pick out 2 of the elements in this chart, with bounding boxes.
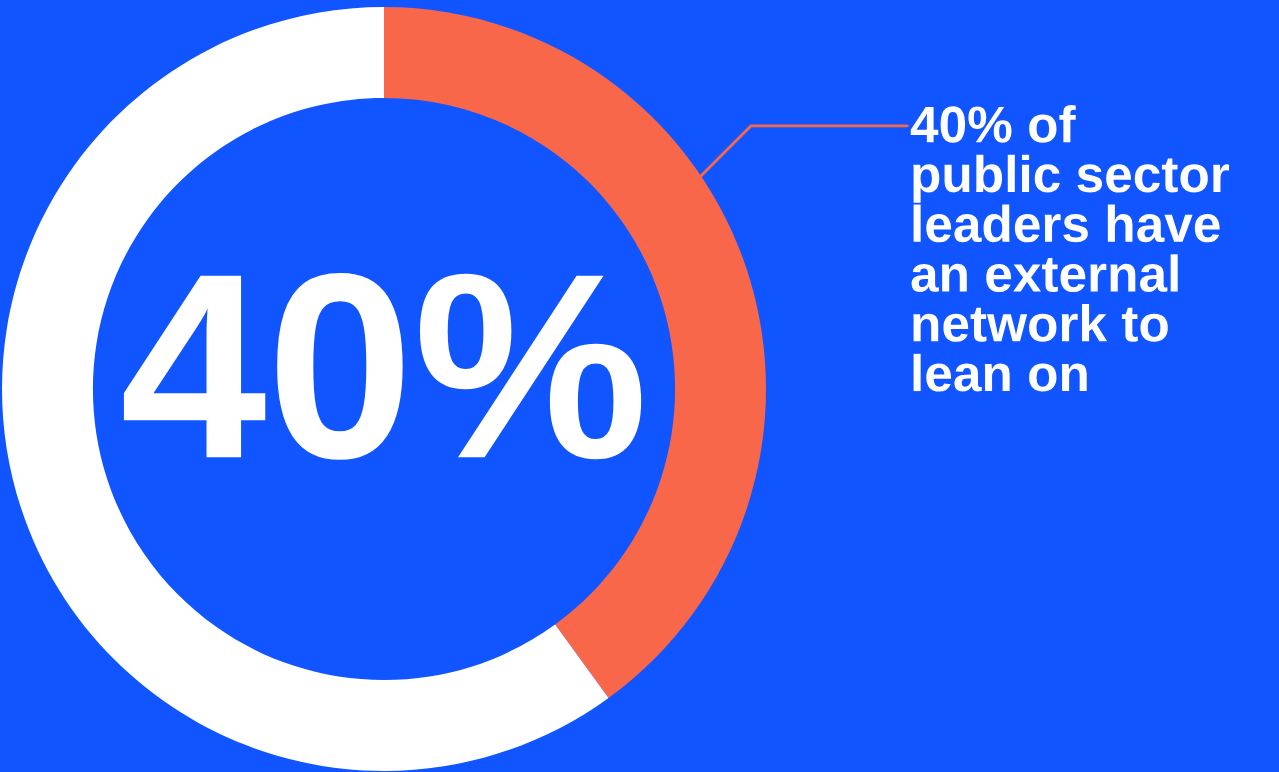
text: 40%	[123, 272, 642, 460]
text: 40% of public sector leaders have an external network to lean on	[910, 105, 1230, 392]
